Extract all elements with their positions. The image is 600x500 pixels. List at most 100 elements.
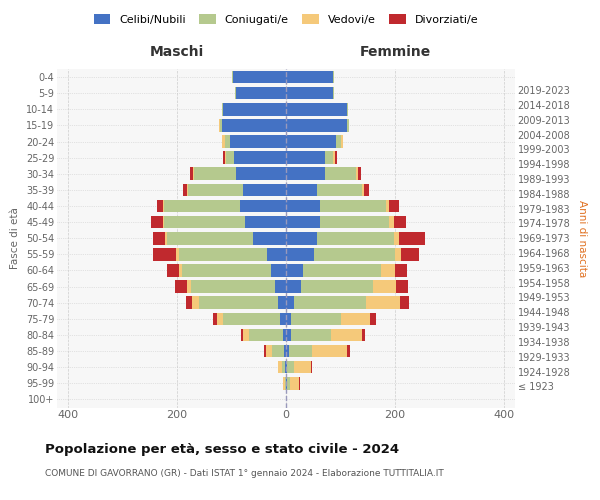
- Bar: [286, 200, 320, 212]
- Bar: [286, 232, 317, 244]
- Bar: [179, 264, 182, 277]
- Bar: [151, 216, 163, 228]
- Bar: [235, 87, 236, 100]
- Bar: [278, 361, 282, 374]
- Bar: [153, 232, 165, 244]
- Bar: [317, 184, 362, 196]
- Bar: [282, 361, 286, 374]
- Bar: [358, 168, 361, 180]
- Bar: [293, 361, 311, 374]
- Bar: [325, 152, 334, 164]
- Bar: [286, 184, 317, 196]
- Bar: [187, 280, 191, 293]
- Bar: [243, 328, 250, 342]
- Bar: [317, 232, 394, 244]
- Bar: [283, 377, 285, 390]
- Bar: [182, 264, 271, 277]
- Bar: [292, 328, 331, 342]
- Bar: [311, 361, 312, 374]
- Bar: [301, 280, 373, 293]
- Bar: [275, 280, 286, 293]
- Text: Maschi: Maschi: [150, 46, 204, 60]
- Bar: [400, 296, 409, 309]
- Bar: [370, 312, 376, 325]
- Bar: [294, 296, 366, 309]
- Bar: [278, 296, 286, 309]
- Bar: [286, 103, 347, 116]
- Bar: [395, 264, 407, 277]
- Bar: [286, 248, 314, 260]
- Bar: [234, 152, 286, 164]
- Bar: [253, 232, 286, 244]
- Bar: [381, 264, 395, 277]
- Bar: [401, 248, 419, 260]
- Bar: [185, 296, 192, 309]
- Bar: [187, 184, 188, 196]
- Bar: [399, 232, 425, 244]
- Text: COMUNE DI GAVORRANO (GR) - Dati ISTAT 1° gennaio 2024 - Elaborazione TUTTITALIA.: COMUNE DI GAVORRANO (GR) - Dati ISTAT 1°…: [45, 469, 444, 478]
- Bar: [221, 103, 223, 116]
- Bar: [167, 232, 253, 244]
- Bar: [284, 345, 286, 358]
- Bar: [366, 296, 400, 309]
- Bar: [244, 184, 286, 196]
- Bar: [286, 71, 334, 84]
- Bar: [373, 280, 396, 293]
- Bar: [289, 345, 311, 358]
- Bar: [304, 264, 381, 277]
- Bar: [314, 248, 395, 260]
- Bar: [311, 345, 347, 358]
- Bar: [280, 312, 286, 325]
- Bar: [233, 71, 286, 84]
- Bar: [286, 168, 325, 180]
- Bar: [286, 87, 334, 100]
- Bar: [320, 200, 386, 212]
- Text: Femmine: Femmine: [359, 46, 431, 60]
- Bar: [285, 377, 286, 390]
- Bar: [192, 296, 199, 309]
- Bar: [157, 200, 163, 212]
- Bar: [176, 248, 179, 260]
- Bar: [347, 103, 348, 116]
- Bar: [163, 216, 164, 228]
- Bar: [236, 168, 286, 180]
- Bar: [226, 152, 234, 164]
- Bar: [163, 200, 164, 212]
- Bar: [331, 328, 362, 342]
- Bar: [264, 345, 266, 358]
- Bar: [334, 152, 335, 164]
- Bar: [220, 119, 221, 132]
- Bar: [347, 119, 349, 132]
- Bar: [167, 264, 179, 277]
- Bar: [179, 248, 267, 260]
- Bar: [395, 248, 401, 260]
- Text: Popolazione per età, sesso e stato civile - 2024: Popolazione per età, sesso e stato civil…: [45, 442, 399, 456]
- Bar: [245, 216, 286, 228]
- Bar: [175, 280, 187, 293]
- Bar: [267, 248, 286, 260]
- Bar: [286, 135, 336, 148]
- Bar: [272, 345, 284, 358]
- Bar: [335, 152, 337, 164]
- Y-axis label: Anni di nascita: Anni di nascita: [577, 200, 587, 277]
- Bar: [164, 216, 245, 228]
- Bar: [188, 184, 244, 196]
- Bar: [286, 216, 320, 228]
- Bar: [184, 184, 187, 196]
- Bar: [223, 152, 225, 164]
- Bar: [394, 232, 399, 244]
- Bar: [286, 345, 289, 358]
- Bar: [336, 135, 341, 148]
- Bar: [225, 152, 226, 164]
- Bar: [250, 328, 283, 342]
- Bar: [286, 377, 287, 390]
- Bar: [191, 280, 275, 293]
- Bar: [341, 135, 343, 148]
- Bar: [225, 135, 230, 148]
- Bar: [286, 264, 304, 277]
- Bar: [325, 168, 356, 180]
- Bar: [386, 200, 389, 212]
- Bar: [154, 248, 176, 260]
- Bar: [164, 200, 239, 212]
- Bar: [236, 87, 286, 100]
